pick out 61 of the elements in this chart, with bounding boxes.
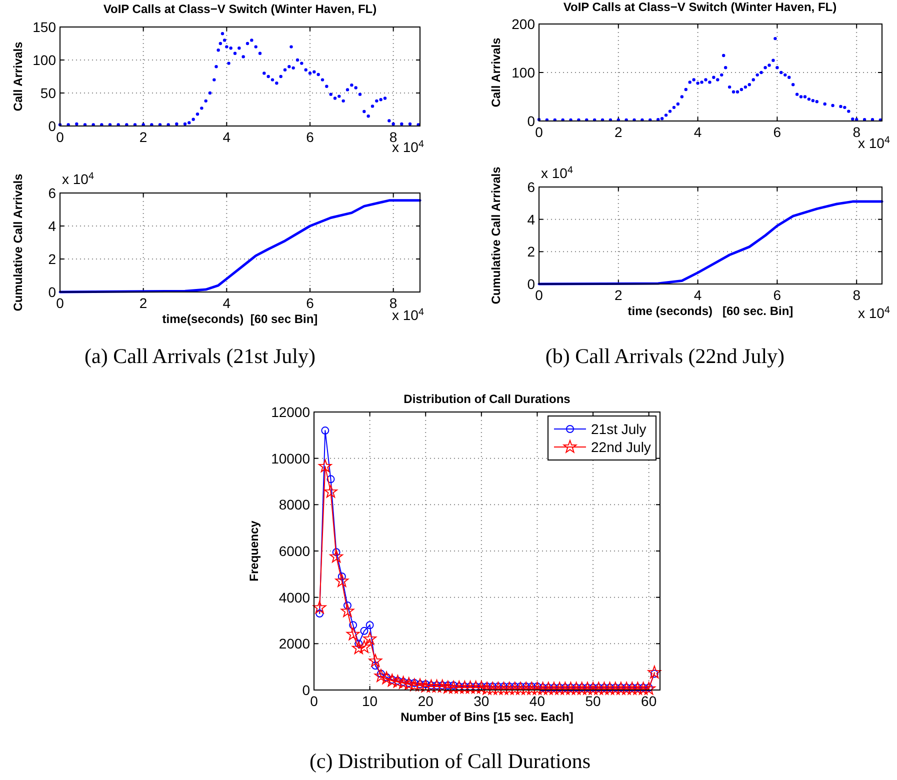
y-tick-label: 6: [48, 185, 56, 201]
x-tick-label: 4: [222, 129, 231, 145]
x-tick-label: 2: [139, 295, 148, 311]
x-tick-label: 20: [418, 693, 434, 709]
x-tick-label: 2: [139, 129, 148, 145]
y-axis-title: Cumulative Call Arrivals: [11, 173, 25, 312]
y-tick-label: 2: [527, 244, 536, 260]
chart-title: Distribution of Call Durations: [404, 392, 571, 406]
line-series: [538, 200, 884, 286]
y-tick-label: 50: [40, 85, 56, 101]
x-tick-label: 2: [614, 287, 622, 303]
x-tick-label: 4: [694, 124, 702, 140]
x-axis-title: time (seconds) [60 sec. Bin]: [628, 304, 794, 318]
y-tick-label: 0: [527, 113, 536, 129]
y-tick-label: 10000: [271, 450, 310, 466]
text: x 10$^{4}$: [62, 170, 94, 187]
x-tick-label: 6: [773, 124, 782, 140]
y-axis-title: Frequency: [247, 520, 261, 582]
y-tick-label: 4: [48, 218, 56, 234]
y-tick-label: 200: [512, 16, 536, 32]
x-axis-title: Number of Bins [15 sec. Each]: [400, 710, 574, 724]
y-tick-label: 6000: [278, 543, 310, 559]
text: (a) Call Arrivals (21st July): [84, 344, 316, 368]
x-tick-label: 2: [614, 124, 622, 140]
y-tick-label: 12000: [271, 404, 310, 420]
text: (b) Call Arrivals (22nd July): [545, 344, 785, 368]
y-tick-label: 8000: [278, 496, 310, 513]
y-tick-label: 4: [527, 211, 536, 228]
y-axis-title: Call Arrivals: [11, 41, 25, 112]
legend-label: 22nd July: [591, 439, 651, 455]
y-axis-title: Cumulative Call Arrivals: [489, 166, 503, 304]
y-tick-label: 150: [32, 19, 56, 35]
text: (c) Distribution of Call Durations: [309, 749, 591, 773]
x-tick-label: 4: [222, 295, 231, 311]
y-tick-label: 2000: [278, 636, 310, 652]
x-tick-label: 10: [362, 693, 378, 709]
x-tick-label: 4: [694, 287, 702, 303]
x-tick-label: 30: [474, 693, 490, 709]
x-tick-label: 6: [773, 287, 782, 303]
y-axis-title: Call Arrivals: [489, 37, 503, 108]
x-tick-label: 40: [529, 693, 546, 709]
x-tick-label: 8: [389, 295, 398, 311]
x-tick-label: 8: [852, 287, 861, 303]
x-tick-label: 60: [641, 693, 657, 709]
y-tick-label: 100: [512, 64, 536, 80]
legend-label: 21st July: [591, 421, 646, 437]
line-series: [58, 199, 422, 294]
x-tick-label: 50: [585, 693, 602, 709]
y-tick-label: 100: [32, 52, 56, 68]
x-tick-label: 8: [852, 124, 861, 140]
chart-title: VoIP Calls at Class−V Switch (Winter Haven, FL): [103, 2, 377, 16]
text: x 10$^{4}$: [541, 164, 574, 181]
chart-title: VoIP Calls at Class−V Switch (Winter Haven, FL): [563, 0, 837, 14]
y-tick-label: 2: [48, 251, 56, 267]
y-tick-label: 0: [527, 276, 536, 292]
y-tick-label: 4000: [278, 589, 310, 606]
y-tick-label: 6: [527, 179, 536, 195]
x-tick-label: 8: [389, 129, 398, 145]
y-tick-label: 0: [302, 682, 310, 698]
x-axis-title: time(seconds) [60 sec Bin]: [162, 312, 318, 326]
text: x 10$^{4}$: [858, 304, 890, 321]
